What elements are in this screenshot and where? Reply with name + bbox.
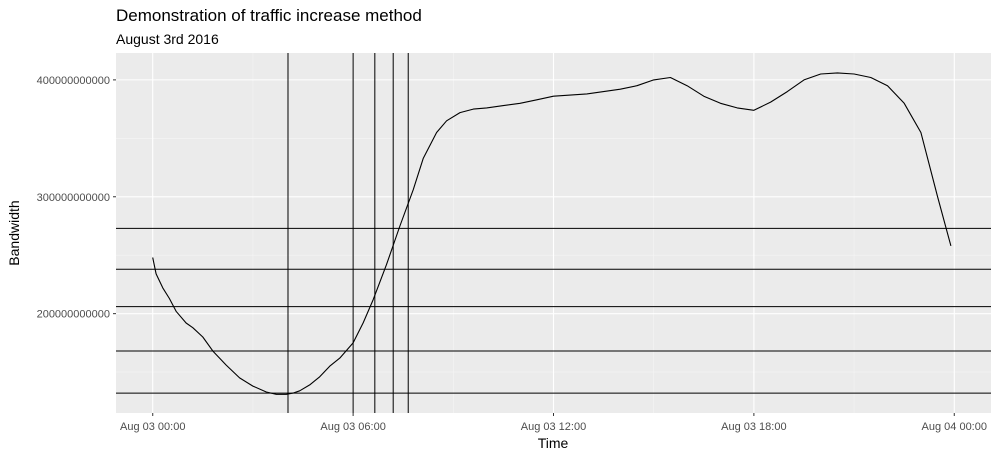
chart-subtitle: August 3rd 2016: [116, 31, 219, 47]
bandwidth-series-line: [152, 72, 952, 395]
x-tick-label: Aug 04 00:00: [922, 421, 987, 433]
chart-title: Demonstration of traffic increase method: [116, 6, 422, 25]
x-tick-label: Aug 03 00:00: [120, 421, 185, 433]
x-tick-label: Aug 03 18:00: [721, 421, 786, 433]
y-tick-label: 200000000000: [37, 309, 110, 321]
x-axis-title: Time: [538, 435, 569, 451]
x-tick-label: Aug 03 12:00: [521, 421, 586, 433]
x-tick-label: Aug 03 06:00: [320, 421, 385, 433]
y-tick-label: 300000000000: [37, 192, 110, 204]
y-axis-title: Bandwidth: [6, 200, 22, 265]
y-tick-label: 400000000000: [37, 75, 110, 87]
